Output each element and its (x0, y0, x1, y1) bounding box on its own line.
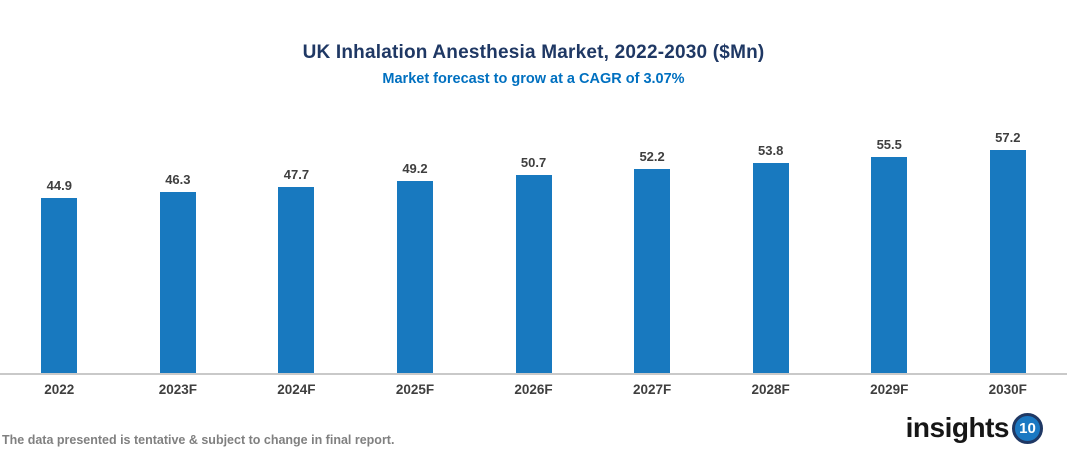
x-axis-label: 2030F (988, 382, 1027, 397)
bar (41, 197, 78, 373)
x-axis-label: 2028F (751, 382, 790, 397)
bar-value-label: 46.3 (165, 172, 191, 188)
bar-column: 50.7 (474, 155, 593, 373)
bar-column: 44.9 (0, 178, 119, 373)
bar (871, 156, 908, 373)
bar (515, 175, 552, 373)
x-axis-label: 2025F (395, 382, 435, 397)
bar (752, 163, 789, 373)
bar-column: 46.3 (119, 172, 238, 373)
bar-value-label: 52.2 (639, 149, 665, 165)
x-axis-label: 2024F (277, 382, 316, 397)
bar-chart: 44.9 46.3 47.7 49.2 50.7 52.2 53.8 55.5 57.2 202… (0, 100, 1067, 397)
x-axis-label: 2029F (870, 382, 909, 397)
logo-wordmark: insights (905, 412, 1010, 443)
x-axis-label: 2023F (158, 382, 197, 397)
x-axis-label: 2027F (632, 382, 672, 397)
bar-value-label: 49.2 (402, 161, 428, 177)
bar-column: 55.5 (830, 137, 949, 373)
chart-subtitle: Market forecast to grow at a CAGR of 3.0… (382, 71, 685, 87)
plot-area: 44.9 46.3 47.7 49.2 50.7 52.2 53.8 55.5 57.2 (0, 100, 1067, 375)
disclaimer-text: The data presented is tentative & subjec… (2, 433, 395, 447)
bar (634, 169, 671, 373)
logo-badge-icon: 10 (1012, 412, 1043, 444)
bar-value-label: 55.5 (876, 136, 902, 152)
bar-value-label: 53.8 (758, 143, 784, 159)
bar-value-label: 57.2 (995, 129, 1021, 145)
bar-value-label: 47.7 (283, 166, 310, 182)
bar (278, 186, 315, 373)
bar-column: 57.2 (949, 130, 1067, 373)
x-axis-label: 2026F (514, 382, 553, 397)
bar (396, 181, 433, 373)
bar (159, 192, 196, 373)
x-axis-label: 2022 (44, 382, 75, 397)
insights10-logo: insights 10 (906, 412, 1043, 444)
chart-title: UK Inhalation Anesthesia Market, 2022-20… (302, 42, 765, 63)
x-axis: 2022 2023F 2024F 2025F 2026F 2027F 2028F 2029F 2… (0, 382, 1067, 397)
bar-column: 53.8 (711, 143, 830, 373)
bar-column: 52.2 (593, 149, 712, 373)
bar-value-label: 44.9 (46, 177, 72, 193)
bar-column: 47.7 (237, 167, 356, 373)
bar-value-label: 50.7 (520, 155, 547, 171)
bar (989, 149, 1026, 373)
bar-column: 49.2 (356, 161, 475, 373)
